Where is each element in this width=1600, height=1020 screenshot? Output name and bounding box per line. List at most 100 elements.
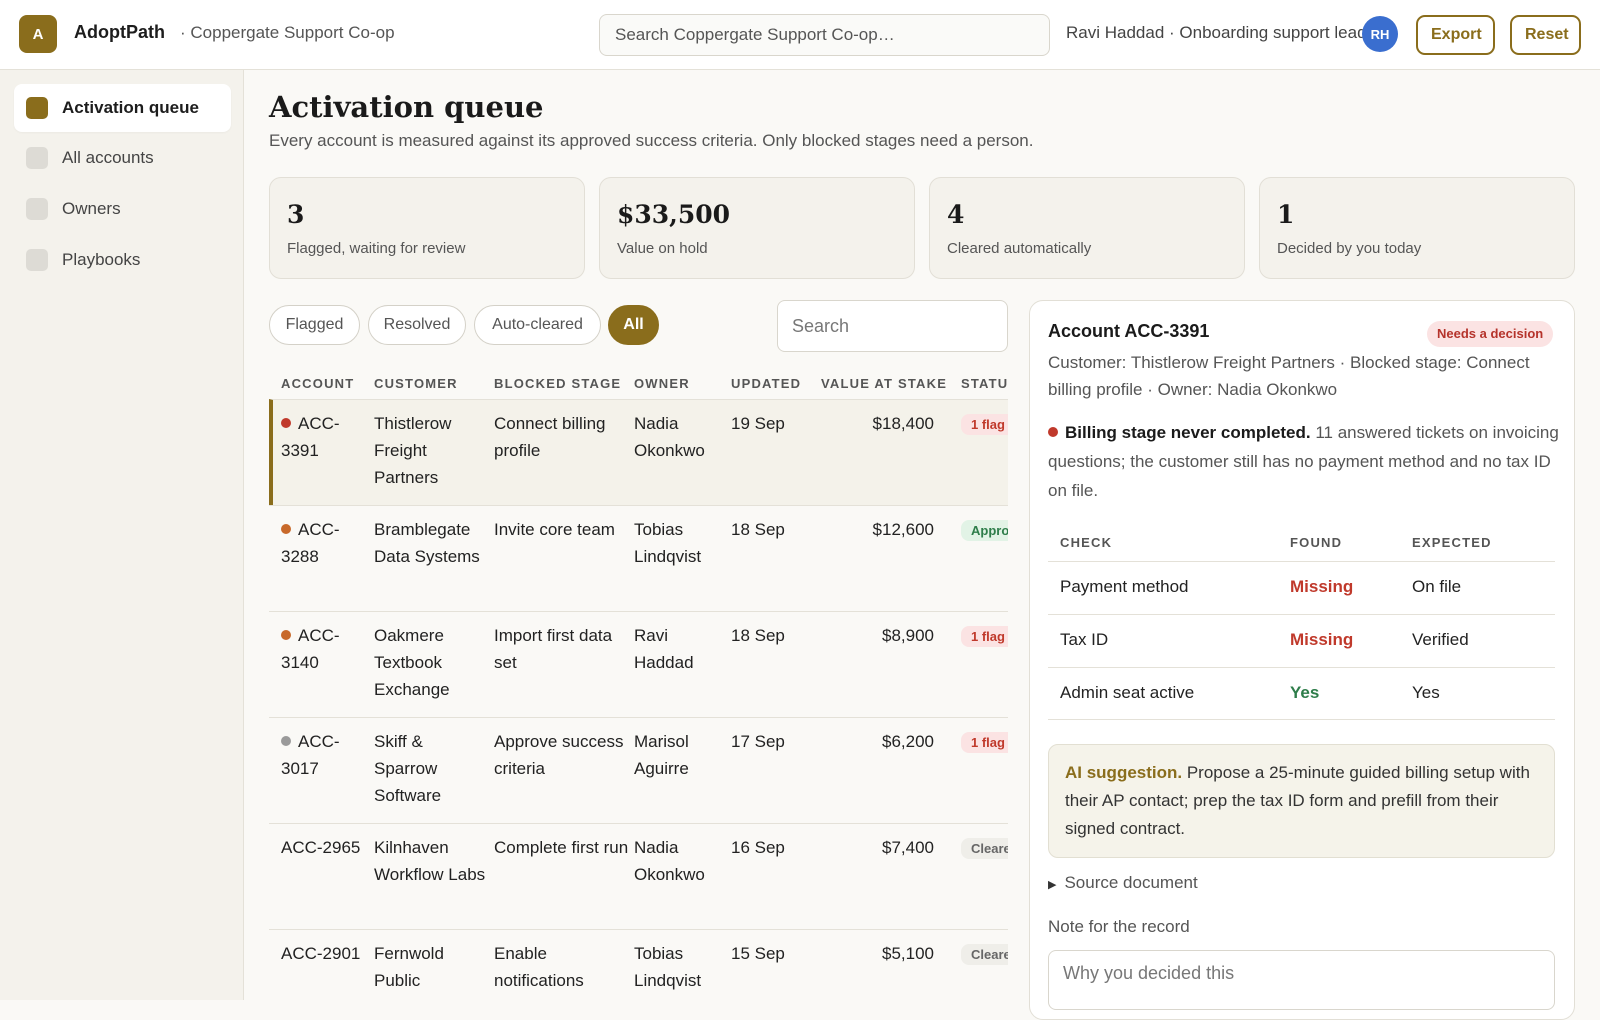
stat-label: Flagged, waiting for review xyxy=(287,240,466,257)
stat-card-cleared: 4 Cleared automatically xyxy=(929,177,1245,279)
export-button[interactable]: Export xyxy=(1416,15,1495,55)
stat-card-value-on-hold: $33,500 Value on hold xyxy=(599,177,915,279)
cell-owner: Ravi Haddad xyxy=(634,626,694,672)
status-dot-icon xyxy=(281,736,291,746)
reset-button[interactable]: Reset xyxy=(1510,15,1581,55)
table-row[interactable]: ACC-3140 Oakmere Textbook Exchange Import … xyxy=(269,611,1008,718)
sidebar: Activation queue All accounts Owners Pla… xyxy=(0,70,244,1000)
table-row[interactable]: ACC-3288 Bramblegate Data Systems Invite c… xyxy=(269,505,1008,612)
cell-customer: Oakmere Textbook Exchange xyxy=(374,626,450,699)
column-header-owner[interactable]: OWNER xyxy=(634,376,690,391)
column-header-value[interactable]: VALUE AT STAKE xyxy=(821,376,948,391)
status-dot-icon xyxy=(281,524,291,534)
cell-account: ACC-2901 xyxy=(281,940,361,967)
check-name: Admin seat active xyxy=(1060,683,1195,702)
check-header-expected: EXPECTED xyxy=(1412,535,1492,550)
stat-label: Value on hold xyxy=(617,240,708,257)
account-id: ACC-3140 xyxy=(281,626,340,672)
cell-updated: 17 Sep xyxy=(731,732,785,751)
status-badge: 1 flag xyxy=(961,732,1008,753)
cell-owner: Tobias Lindqvist xyxy=(634,520,702,566)
column-header-account[interactable]: ACCOUNT xyxy=(281,376,355,391)
ai-suggestion-text: Propose a 25-minute guided billing setup… xyxy=(1065,763,1530,838)
cell-updated: 15 Sep xyxy=(731,944,785,963)
column-header-customer[interactable]: CUSTOMER xyxy=(374,376,458,391)
note-label: Note for the record xyxy=(1048,917,1190,936)
check-row: Payment method Missing On file xyxy=(1048,561,1555,614)
cell-blocked-stage: Connect billing profile xyxy=(494,414,606,460)
stat-value: 3 xyxy=(287,200,305,229)
org-name: · Coppergate Support Co-op xyxy=(180,23,395,42)
check-row: Tax ID Missing Verified xyxy=(1048,614,1555,667)
ai-suggestion-label: AI suggestion. xyxy=(1065,763,1183,782)
sidebar-item-activation-queue[interactable]: Activation queue xyxy=(14,84,231,132)
sidebar-item-all-accounts[interactable]: All accounts xyxy=(14,134,231,182)
check-header-found: FOUND xyxy=(1290,535,1343,550)
stat-card-decided-today: 1 Decided by you today xyxy=(1259,177,1575,279)
cell-customer: Skiff & Sparrow Software xyxy=(374,732,442,805)
status-badge: Approved xyxy=(961,520,1008,541)
account-id: ACC-3017 xyxy=(281,732,340,778)
filter-all[interactable]: All xyxy=(608,305,659,345)
note-input[interactable] xyxy=(1048,950,1555,1010)
account-id: ACC-3391 xyxy=(281,414,340,460)
status-badge: Cleared xyxy=(961,944,1008,965)
cell-blocked-stage: Invite core team xyxy=(494,520,615,539)
cell-owner: Nadia Okonkwo xyxy=(634,838,705,884)
sidebar-item-owners[interactable]: Owners xyxy=(14,185,231,233)
cell-updated: 16 Sep xyxy=(731,838,785,857)
finding-headline: Billing stage never completed. xyxy=(1065,423,1311,442)
cell-account: ACC-2965 xyxy=(281,834,361,861)
stat-label: Decided by you today xyxy=(1277,240,1422,257)
column-header-updated[interactable]: UPDATED xyxy=(731,376,802,391)
cell-owner: Marisol Aguirre xyxy=(634,732,689,778)
column-header-status[interactable]: STATUS xyxy=(961,376,1008,391)
user-avatar[interactable]: RH xyxy=(1362,16,1398,52)
detail-title: Account ACC-3391 xyxy=(1048,321,1210,341)
sidebar-item-label: Playbooks xyxy=(62,250,141,269)
cell-customer: Kilnhaven Workflow Labs xyxy=(374,838,486,884)
nav-square-icon xyxy=(26,97,48,119)
stat-value: $33,500 xyxy=(617,200,731,229)
cell-value: $8,900 xyxy=(882,626,934,645)
cell-blocked-stage: Import first data set xyxy=(494,626,613,672)
stat-card-flagged: 3 Flagged, waiting for review xyxy=(269,177,585,279)
cell-account: ACC-3391 xyxy=(281,410,361,464)
sidebar-item-label: All accounts xyxy=(62,148,154,167)
cell-value: $7,400 xyxy=(882,838,934,857)
queue-search-input[interactable] xyxy=(777,300,1008,352)
flag-dot-icon xyxy=(1048,427,1058,437)
table-row[interactable]: ACC-2901 Fernwold Public Enable notificati… xyxy=(269,929,1008,1000)
sidebar-item-label: Owners xyxy=(62,199,121,218)
cell-value: $5,100 xyxy=(882,944,934,963)
sidebar-item-playbooks[interactable]: Playbooks xyxy=(14,236,231,284)
source-document-toggle[interactable]: ▶ Source document xyxy=(1048,873,1198,893)
filter-auto-cleared[interactable]: Auto-cleared xyxy=(474,305,601,345)
table-row[interactable]: ACC-2965 Kilnhaven Workflow Labs Complete … xyxy=(269,823,1008,930)
detail-finding: Billing stage never completed. 11 answer… xyxy=(1048,418,1563,505)
sidebar-item-label: Activation queue xyxy=(62,98,199,117)
check-name: Tax ID xyxy=(1060,630,1109,649)
stat-value: 1 xyxy=(1277,200,1295,229)
check-header-check: CHECK xyxy=(1060,535,1113,550)
filter-flagged[interactable]: Flagged xyxy=(269,305,360,345)
table-row[interactable]: ACC-3017 Skiff & Sparrow Software Approve … xyxy=(269,717,1008,824)
cell-blocked-stage: Enable notifications xyxy=(494,944,584,990)
account-detail-panel: Account ACC-3391 Needs a decision Custom… xyxy=(1029,300,1575,1020)
cell-owner: Nadia Okonkwo xyxy=(634,414,705,460)
cell-account: ACC-3140 xyxy=(281,622,361,676)
nav-square-icon xyxy=(26,198,48,220)
app-logo[interactable]: A xyxy=(19,15,57,53)
cell-updated: 18 Sep xyxy=(731,626,785,645)
cell-account: ACC-3288 xyxy=(281,516,361,570)
needs-decision-badge: Needs a decision xyxy=(1427,321,1554,347)
nav-square-icon xyxy=(26,147,48,169)
stat-label: Cleared automatically xyxy=(947,240,1092,257)
current-user-label: Ravi Haddad · Onboarding support lead xyxy=(1066,23,1367,42)
global-search-input[interactable] xyxy=(599,14,1050,56)
table-row[interactable]: ACC-3391 Thistlerow Freight Partners Conne… xyxy=(269,399,1008,506)
filter-resolved[interactable]: Resolved xyxy=(368,305,466,345)
column-header-blocked-stage[interactable]: BLOCKED STAGE xyxy=(494,376,622,391)
cell-updated: 18 Sep xyxy=(731,520,785,539)
detail-meta: Customer: Thistlerow Freight Partners · … xyxy=(1048,353,1530,399)
